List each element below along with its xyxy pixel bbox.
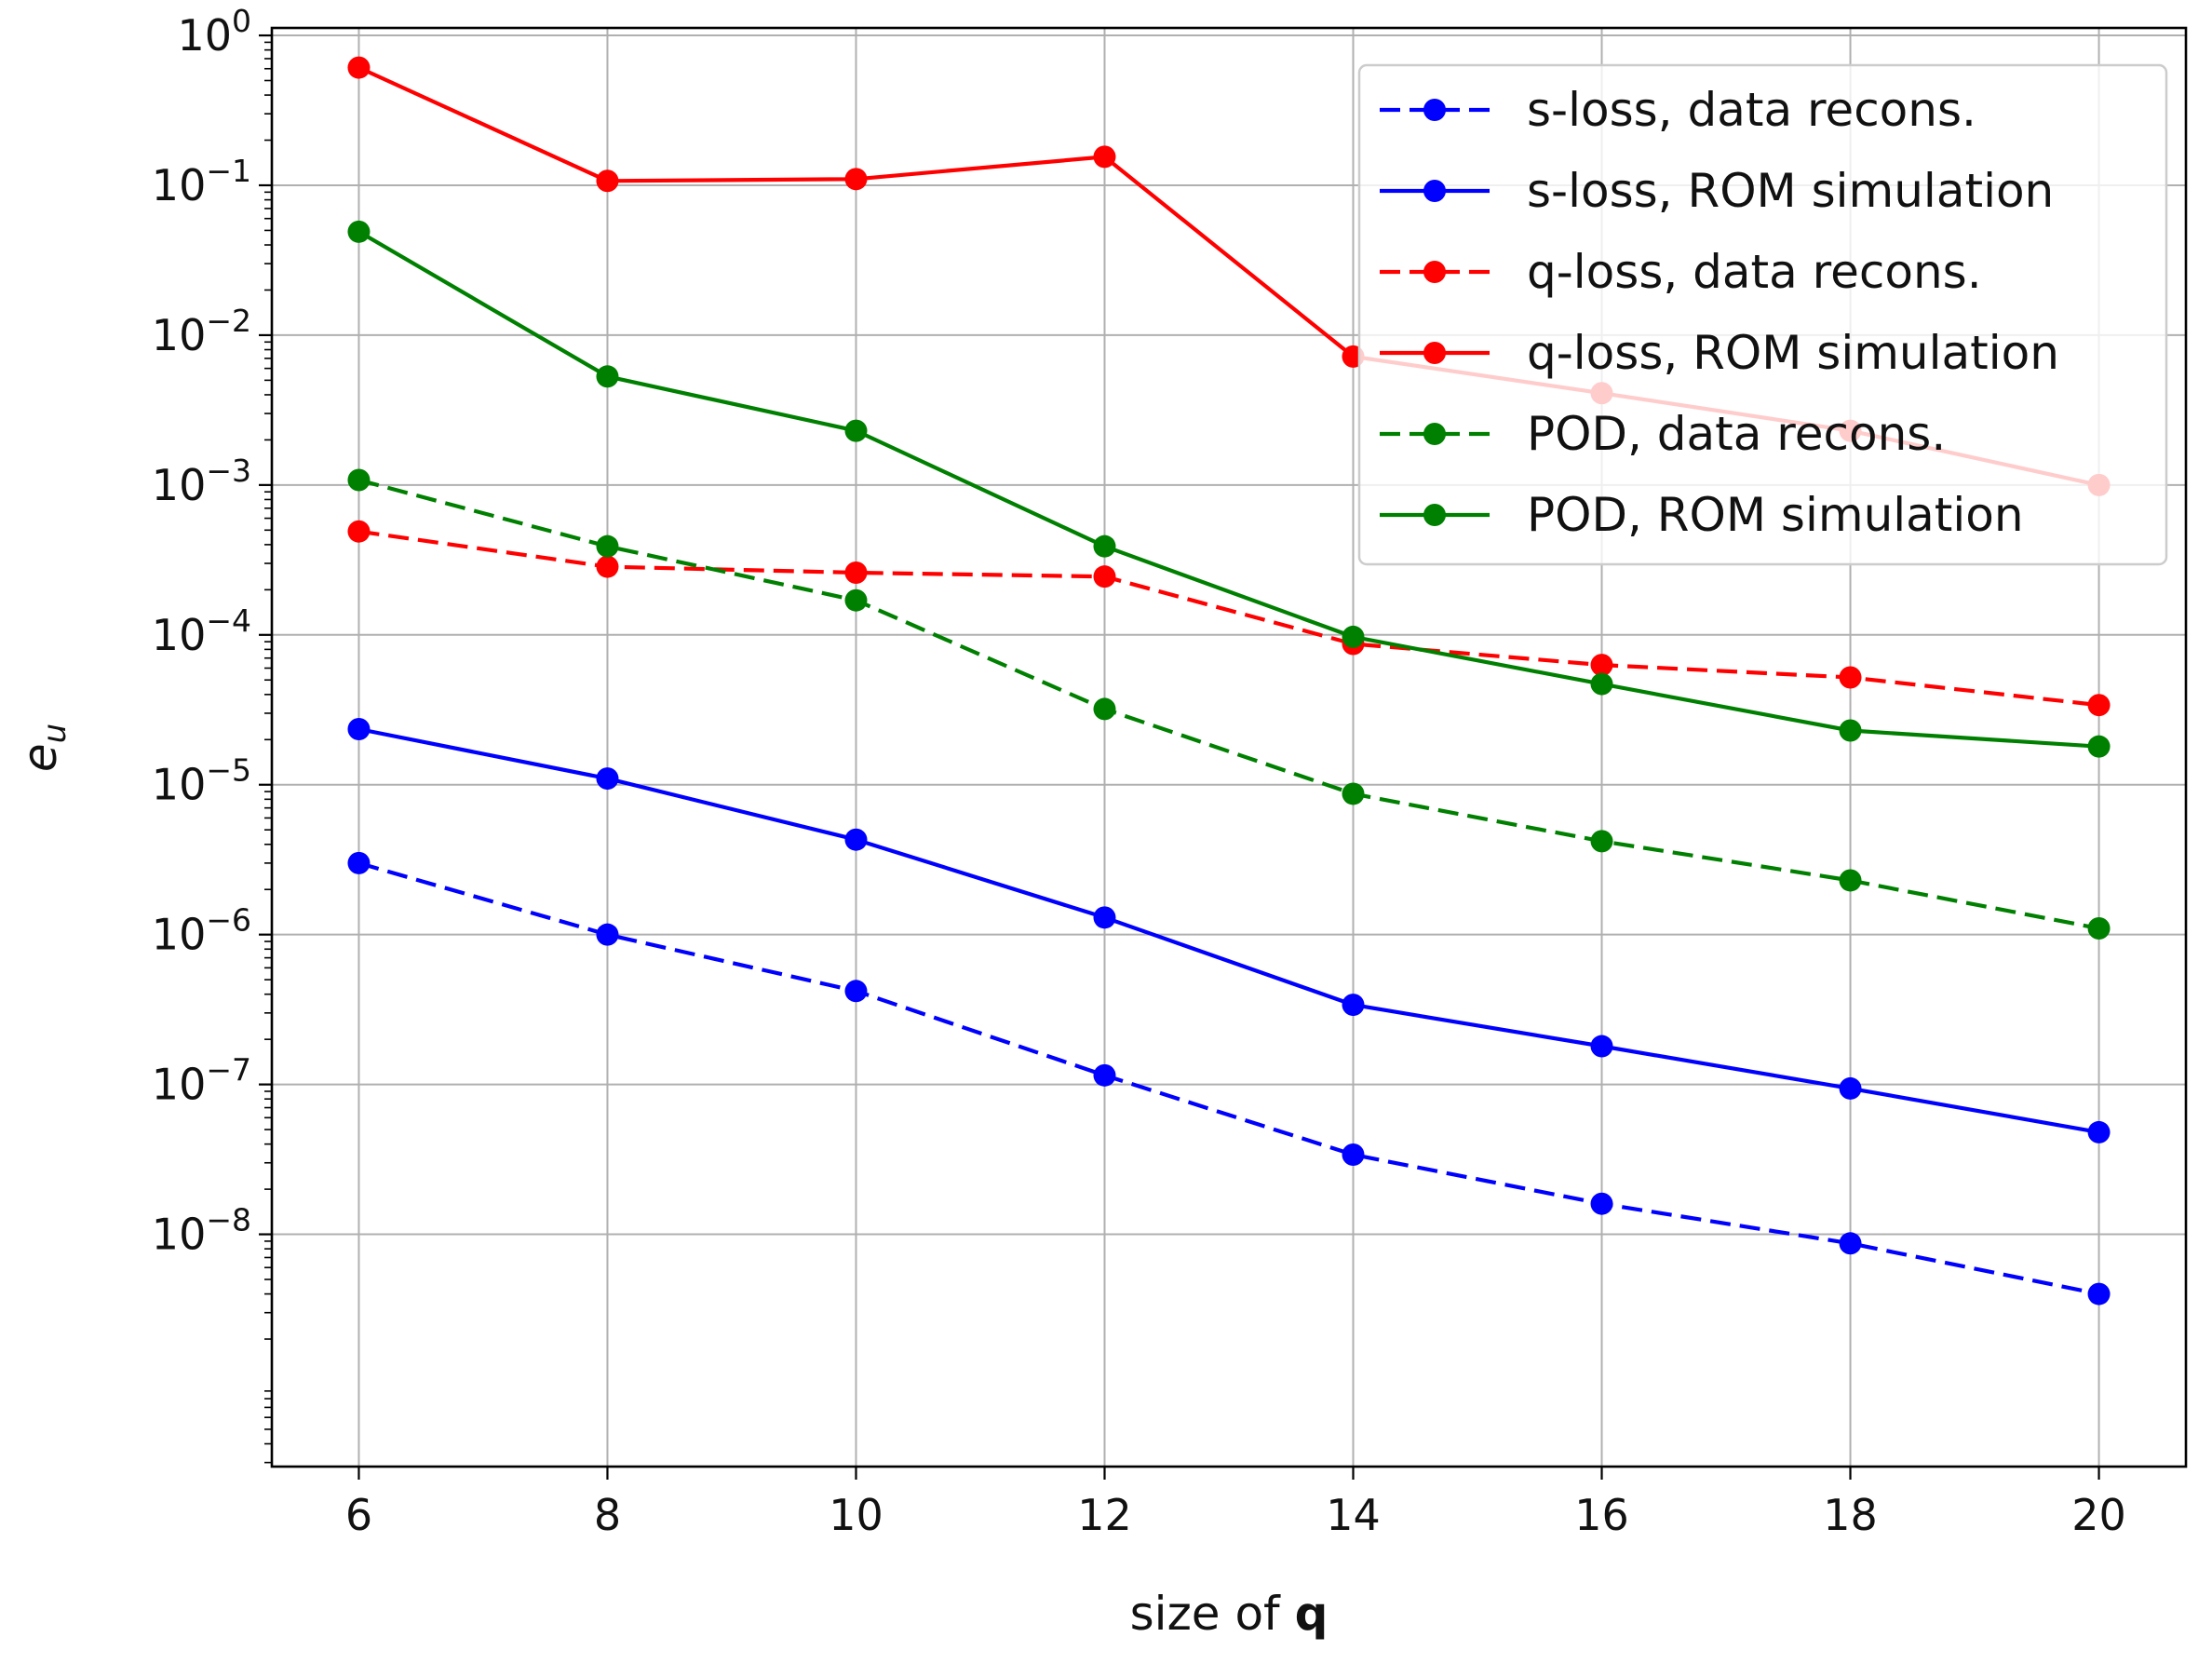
- series-2: [347, 520, 2111, 717]
- legend-label: POD, data recons.: [1527, 407, 1946, 461]
- series-point: [1093, 565, 1116, 588]
- series-point: [1839, 869, 1862, 892]
- series-line: [357, 860, 2099, 1296]
- legend-marker: [1423, 342, 1446, 364]
- x-axis-label: size of q: [1130, 1587, 1329, 1641]
- series-line: [358, 529, 2099, 708]
- x-tick-label: 6: [345, 1490, 372, 1540]
- series-point: [1839, 666, 1862, 689]
- legend-entry: s-loss, data recons.: [1380, 83, 1976, 137]
- x-tick-label: 10: [829, 1490, 883, 1540]
- plot-frame: [270, 26, 2188, 1468]
- y-tick-label: 100: [177, 3, 251, 61]
- series-point: [844, 419, 868, 442]
- legend-label: q-loss, ROM simulation: [1527, 326, 2059, 380]
- series-point: [844, 168, 868, 191]
- legend-label: s-loss, data recons.: [1527, 83, 1976, 137]
- minor-ticks: [264, 41, 272, 1464]
- series-point: [1839, 719, 1862, 742]
- series-1: [347, 718, 2111, 1143]
- series-point: [596, 534, 619, 558]
- legend-label: POD, ROM simulation: [1527, 488, 2024, 542]
- series-5: [347, 220, 2111, 758]
- legend-entry: POD, data recons.: [1380, 407, 1946, 461]
- legend-entry: POD, ROM simulation: [1380, 488, 2024, 542]
- series-point: [844, 980, 868, 1003]
- legend: s-loss, data recons. s-loss, ROM simulati…: [1357, 63, 2168, 566]
- y-tick-label: 10−2: [152, 303, 251, 360]
- y-axis-ticks: 100 10−1 10−2 10−3 10−4 10−5 10−6 10−7 10−8: [152, 3, 272, 1260]
- x-tick-label: 18: [1823, 1490, 1878, 1540]
- series-point: [1093, 534, 1116, 558]
- y-tick-label: 10−5: [152, 752, 251, 810]
- series-4: [347, 468, 2111, 940]
- series-point: [596, 555, 619, 578]
- y-tick-label: 10−4: [152, 602, 251, 660]
- series-point: [1093, 697, 1116, 721]
- series-point: [1093, 1063, 1116, 1087]
- series-point: [347, 718, 371, 741]
- series-point: [1590, 1035, 1613, 1058]
- legend-entry: s-loss, ROM simulation: [1380, 164, 2054, 218]
- y-tick-label: 10−3: [152, 453, 251, 510]
- y-axis-label: eu: [13, 724, 74, 772]
- y-tick-label: 10−8: [152, 1202, 251, 1260]
- series-point: [2087, 735, 2111, 758]
- series-point: [844, 561, 868, 585]
- y-tick-label: 10−1: [152, 153, 251, 210]
- series-point: [1342, 994, 1365, 1017]
- legend-marker: [1423, 423, 1446, 445]
- series-point: [1093, 145, 1116, 169]
- x-tick-label: 14: [1326, 1490, 1381, 1540]
- series-point: [2087, 694, 2111, 717]
- series-point: [347, 468, 371, 492]
- y-tick-label: 10−7: [152, 1052, 251, 1110]
- series-point: [1590, 672, 1613, 696]
- legend-marker: [1423, 261, 1446, 283]
- legend-box: [1357, 63, 2168, 566]
- series-point: [1590, 1192, 1613, 1215]
- x-tick-label: 12: [1077, 1490, 1132, 1540]
- legend-label: s-loss, ROM simulation: [1527, 164, 2054, 218]
- series-point: [2087, 917, 2111, 940]
- x-tick-label: 16: [1574, 1490, 1629, 1540]
- series-point: [1342, 625, 1365, 648]
- legend-marker: [1423, 99, 1446, 121]
- x-tick-label: 20: [2071, 1490, 2126, 1540]
- series-point: [1590, 830, 1613, 853]
- series-point: [596, 923, 619, 946]
- series-point: [347, 220, 371, 243]
- series-line: [358, 726, 2099, 1134]
- series-point: [347, 520, 371, 543]
- series-point: [1342, 782, 1365, 805]
- y-tick-label: 10−6: [152, 902, 251, 960]
- legend-marker: [1423, 180, 1446, 202]
- x-axis-ticks: 6 8 10 12 14 16 18 20: [345, 1467, 2126, 1540]
- series-point: [1342, 1143, 1365, 1167]
- series-point: [844, 828, 868, 851]
- series-point: [1093, 906, 1116, 929]
- series-point: [596, 365, 619, 388]
- series-point: [1839, 1076, 1862, 1100]
- series-0: [347, 851, 2111, 1305]
- series-point: [596, 169, 619, 193]
- series-point: [2087, 1282, 2111, 1305]
- series-point: [1839, 1232, 1862, 1255]
- series-point: [347, 851, 371, 874]
- legend-marker: [1423, 504, 1446, 526]
- series-line: [357, 229, 2099, 749]
- legend-entry: q-loss, ROM simulation: [1380, 326, 2059, 380]
- legend-entry: q-loss, data recons.: [1380, 245, 1982, 299]
- series-point: [2087, 1120, 2111, 1143]
- legend-label: q-loss, data recons.: [1527, 245, 1982, 299]
- series-point: [347, 56, 371, 79]
- series-point: [844, 588, 868, 612]
- series-line: [357, 478, 2099, 931]
- x-tick-label: 8: [594, 1490, 621, 1540]
- series-point: [1590, 654, 1613, 677]
- series-point: [596, 767, 619, 791]
